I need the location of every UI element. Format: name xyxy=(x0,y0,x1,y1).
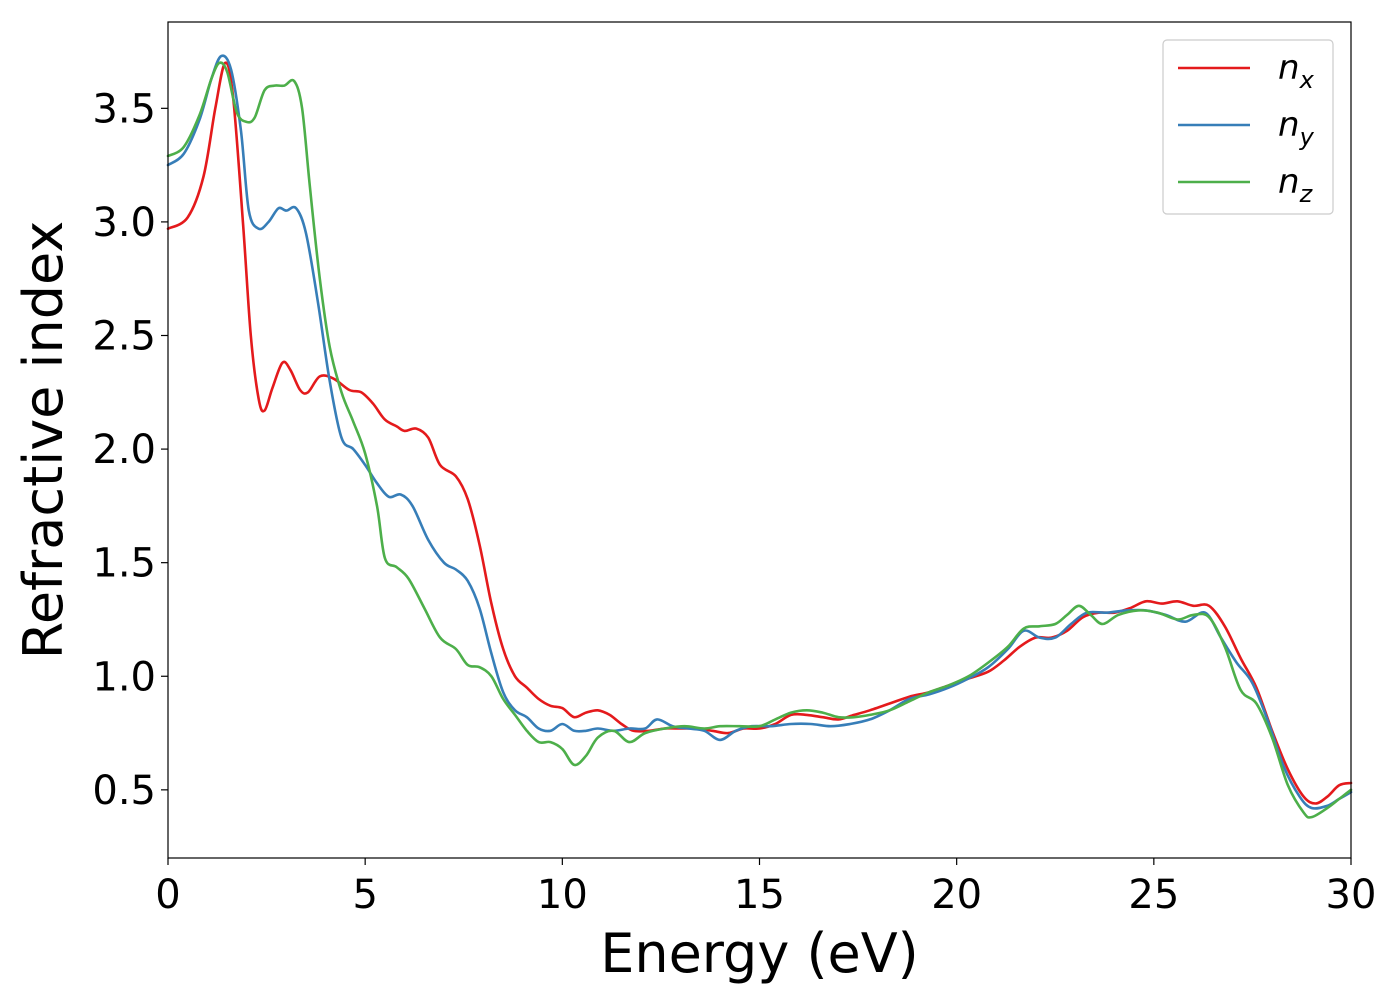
legend-label-subscript: z xyxy=(1299,180,1314,208)
x-tick-label: 15 xyxy=(734,872,785,918)
series-lines xyxy=(166,54,1353,819)
x-axis-label: Energy (eV) xyxy=(600,922,919,985)
x-tick-label: 10 xyxy=(537,872,588,918)
x-tick-label: 0 xyxy=(155,872,180,918)
legend-label-base: n xyxy=(1278,162,1300,202)
legend-label-nx: nx xyxy=(1278,48,1315,94)
plot-area-frame xyxy=(167,21,1352,859)
y-tick-label: 3.0 xyxy=(92,200,156,246)
x-tick-label: 30 xyxy=(1326,872,1377,918)
legend-label-base: n xyxy=(1278,48,1300,88)
legend-label-subscript: x xyxy=(1299,66,1315,94)
y-axis-ticks: 0.5 1.0 1.5 2.0 2.5 3.0 3.5 xyxy=(92,86,168,814)
x-tick-label: 5 xyxy=(352,872,377,918)
x-axis-ticks: 0 5 10 15 20 25 30 xyxy=(155,858,1376,918)
x-tick-label: 20 xyxy=(931,872,982,918)
series-line-nz xyxy=(166,61,1353,819)
y-tick-label: 1.0 xyxy=(92,654,156,700)
y-tick-label: 3.5 xyxy=(92,86,156,132)
legend-label-ny: ny xyxy=(1278,105,1315,151)
x-tick-label: 25 xyxy=(1128,872,1179,918)
y-tick-label: 2.5 xyxy=(92,314,156,360)
y-tick-label: 0.5 xyxy=(92,768,156,814)
legend-label-base: n xyxy=(1278,105,1300,145)
legend-box xyxy=(1162,39,1334,215)
y-axis-label: Refractive index xyxy=(12,221,75,660)
legend-label-nz: nz xyxy=(1278,162,1314,208)
legend-label-subscript: y xyxy=(1299,123,1315,151)
y-tick-label: 1.5 xyxy=(92,541,156,587)
y-tick-label: 2.0 xyxy=(92,427,156,473)
